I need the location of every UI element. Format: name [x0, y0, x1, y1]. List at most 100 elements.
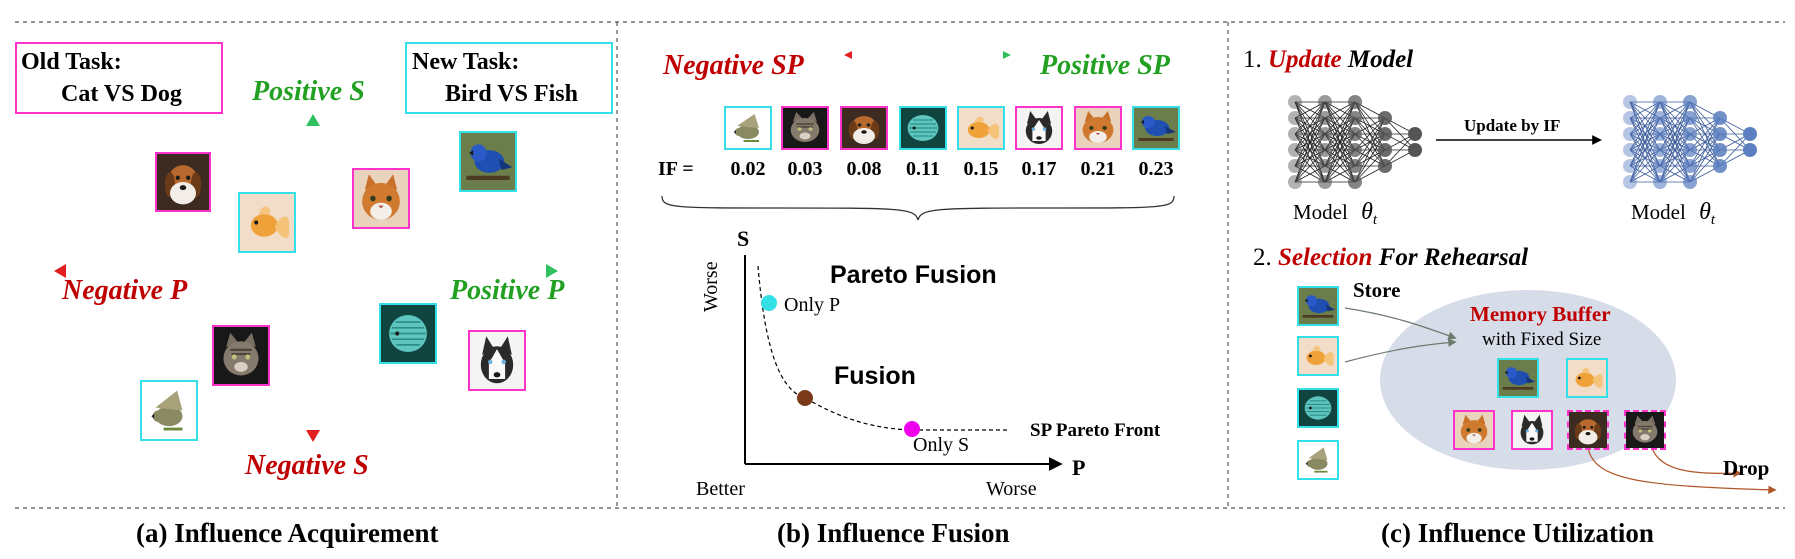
step-2-word-selection: Selection: [1278, 244, 1373, 271]
cat-icon: [1076, 108, 1120, 148]
network-node: [1683, 143, 1697, 157]
fish-icon: [240, 194, 294, 251]
network-edge: [1659, 101, 1691, 135]
network-node: [1653, 175, 1667, 189]
if-label: IF =: [658, 158, 694, 180]
worse-y-label: Worse: [700, 261, 722, 312]
if-value-5: 0.15: [963, 158, 999, 180]
step-1-word-model: Model: [1347, 46, 1414, 73]
network-edge: [1354, 133, 1386, 183]
network-node: [1653, 111, 1667, 125]
network-node: [1288, 159, 1302, 173]
network-node: [1288, 175, 1302, 189]
network-node: [1683, 159, 1697, 173]
if-image-3: [840, 106, 888, 150]
only-s-label: Only S: [913, 434, 970, 456]
network-node: [1713, 111, 1727, 125]
network-edge: [1294, 101, 1326, 151]
bird-icon: [1134, 108, 1178, 148]
cat-icon: [214, 327, 268, 384]
bird-icon: [1499, 360, 1537, 396]
network-edge: [1354, 117, 1386, 183]
if-value-7: 0.21: [1080, 158, 1116, 180]
if-value-2: 0.03: [787, 158, 823, 180]
step-1-number: 1.: [1243, 46, 1262, 73]
old-task-value: Cat VS Dog: [61, 81, 182, 107]
network-node: [1348, 127, 1362, 141]
cat-icon: [783, 108, 827, 148]
network-edge: [1294, 101, 1326, 135]
p-axis-right-arrow: [546, 264, 558, 278]
network-edge: [1689, 149, 1721, 183]
if-image-8: [1132, 106, 1180, 150]
step-2-word-rehearsal: For Rehearsal: [1378, 244, 1529, 271]
buffer-cat-dropped: [1624, 410, 1666, 450]
network-edge: [1354, 117, 1386, 167]
step-2-heading: 2. Selection For Rehearsal: [1253, 244, 1528, 272]
network-node: [1683, 111, 1697, 125]
if-value-6: 0.17: [1021, 158, 1057, 180]
pareto-axis-p: P: [1072, 455, 1086, 480]
network-node: [1348, 95, 1362, 109]
network-node: [1653, 127, 1667, 141]
network-node: [1683, 127, 1697, 141]
network-edge: [1324, 149, 1356, 183]
if-value-3: 0.08: [846, 158, 882, 180]
only-p-label: Only P: [784, 294, 841, 316]
network-edge: [1659, 133, 1691, 183]
network-edge: [1294, 133, 1326, 183]
memory-buffer-label: Memory Buffer: [1470, 302, 1611, 326]
only-p-point: [761, 295, 777, 311]
negative-sp-label: Negative SP: [663, 50, 804, 81]
update-by-if-label: Update by IF: [1464, 116, 1561, 135]
worse-x-label: Worse: [986, 478, 1037, 500]
fish-icon: [1568, 360, 1606, 396]
model-word: Model: [1293, 200, 1348, 224]
theta-symbol: θ: [1699, 199, 1711, 225]
network-node: [1318, 159, 1332, 173]
network-node: [1318, 175, 1332, 189]
fusion-point: [797, 390, 813, 406]
discus-image: [379, 303, 437, 364]
network-edge: [1324, 133, 1356, 183]
new-task-label: New Task:: [412, 49, 520, 75]
pareto-fusion-label: Pareto Fusion: [830, 261, 997, 289]
network-node: [1288, 111, 1302, 125]
theta-subscript: t: [1372, 212, 1378, 229]
candidate-fish-1: [1297, 336, 1339, 376]
network-edge: [1689, 117, 1721, 183]
network-node: [1683, 95, 1697, 109]
if-image-5: [957, 106, 1005, 150]
new-task-box: New Task: Bird VS Fish: [405, 42, 613, 114]
if-value-4: 0.11: [906, 158, 940, 180]
caption-b: (b) Influence Fusion: [777, 518, 1010, 548]
pareto-axis-s: S: [737, 226, 750, 251]
network-node: [1288, 127, 1302, 141]
dog-icon: [1513, 412, 1551, 448]
buffer-cat: [1453, 410, 1495, 450]
goldfish-image: [238, 192, 296, 253]
model-network-blue-icon: [1623, 95, 1757, 189]
network-node: [1348, 159, 1362, 173]
network-edge: [1629, 101, 1661, 135]
network-node: [1623, 127, 1637, 141]
network-edge: [1629, 149, 1661, 183]
model-label-right: Model θt: [1631, 199, 1715, 229]
if-value-1: 0.02: [730, 158, 766, 180]
step-2-number: 2.: [1253, 244, 1272, 271]
sp-right-arrow: [1003, 51, 1011, 59]
network-node: [1623, 111, 1637, 125]
store-label: Store: [1353, 278, 1401, 302]
s-axis-up-arrow: [306, 114, 320, 126]
step-1-heading: 1. Update Model: [1243, 46, 1413, 74]
network-node: [1348, 175, 1362, 189]
fish-icon: [381, 305, 435, 362]
network-node: [1653, 95, 1667, 109]
buffer-dog-dropped: [1567, 410, 1609, 450]
buffer-husky: [1511, 410, 1553, 450]
buffer-bird: [1497, 358, 1539, 398]
if-image-2: [781, 106, 829, 150]
network-edge: [1689, 117, 1721, 167]
network-edge: [1294, 117, 1326, 183]
dog-icon: [1569, 412, 1607, 448]
